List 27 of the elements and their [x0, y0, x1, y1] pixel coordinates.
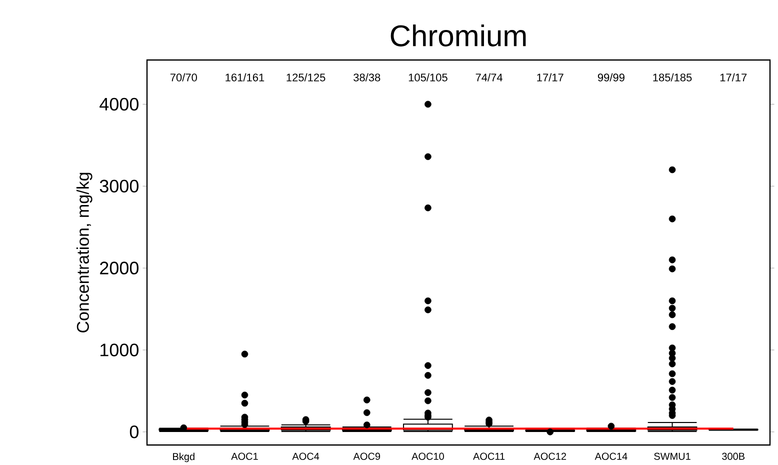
- chart-title: Chromium: [390, 24, 526, 46]
- annotation: 185/185: [653, 73, 692, 82]
- y-tick-label: 0: [130, 425, 139, 438]
- annotation: 17/17: [720, 73, 747, 82]
- annotation: 161/161: [226, 73, 264, 82]
- annotation: 99/99: [598, 73, 624, 82]
- x-tick-label: SWMU1: [654, 452, 690, 460]
- x-tick-label: Bkgd: [173, 452, 194, 462]
- x-tick-label: AOC12: [534, 452, 566, 460]
- x-tick-label: AOC9: [353, 452, 380, 460]
- x-tick-label: AOC14: [594, 452, 628, 460]
- annotation: 125/125: [286, 73, 326, 82]
- x-tick-label: AOC4: [292, 452, 320, 460]
- annotation: 70/70: [170, 73, 197, 82]
- y-tick-label: 1000: [100, 343, 138, 356]
- y-tick-label: 4000: [100, 98, 138, 110]
- annotation: 105/105: [408, 73, 448, 82]
- x-tick-label: AOC1: [231, 452, 258, 460]
- y-axis-title: Concentration, mg/kg: [76, 172, 92, 332]
- annotation: 74/74: [476, 73, 502, 82]
- y-tick-label: 2000: [100, 261, 138, 274]
- x-tick-label: AOC11: [473, 452, 505, 460]
- annotation: 17/17: [537, 73, 564, 82]
- x-tick-label: 300B: [722, 452, 745, 460]
- x-tick-label: AOC10: [412, 452, 444, 460]
- annotation: 38/38: [354, 73, 380, 82]
- y-tick-label: 3000: [100, 180, 138, 192]
